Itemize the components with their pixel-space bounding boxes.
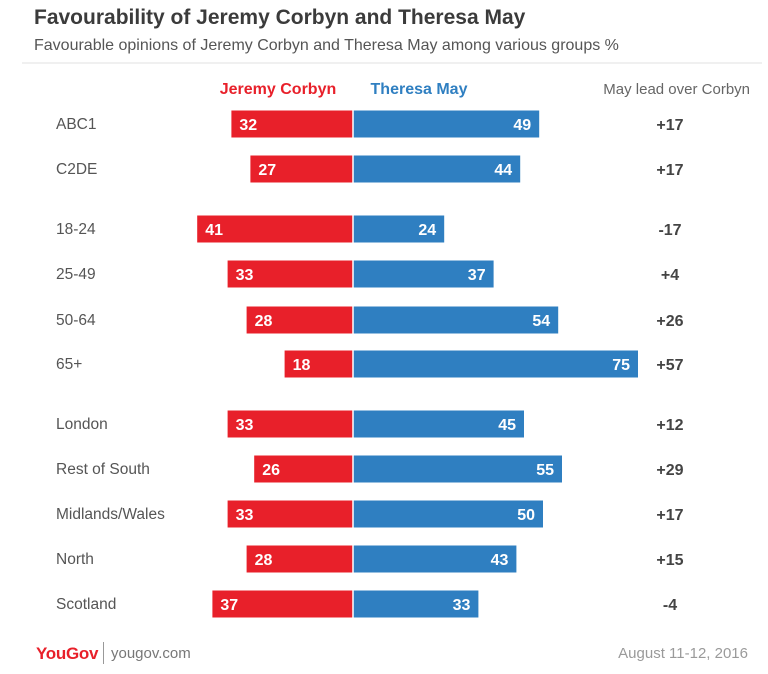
value-label-corbyn: 33 — [236, 267, 254, 284]
bar-may — [353, 306, 559, 334]
legend-may: Theresa May — [371, 81, 468, 98]
bar-may — [353, 500, 543, 528]
value-label-may: 43 — [491, 552, 509, 569]
lead-value: +17 — [656, 117, 683, 134]
value-label-may: 33 — [453, 597, 471, 614]
bar-corbyn — [284, 350, 353, 378]
value-label-may: 49 — [513, 117, 531, 134]
lead-header: May lead over Corbyn — [603, 81, 750, 98]
bar-corbyn — [254, 455, 353, 483]
value-label-corbyn: 37 — [220, 597, 238, 614]
lead-value: +4 — [661, 267, 679, 284]
bar-may — [353, 545, 517, 573]
bar-corbyn — [197, 215, 353, 243]
category-label: North — [56, 551, 94, 568]
lead-value: +17 — [656, 162, 683, 179]
bar-may — [353, 110, 540, 138]
bar-corbyn — [246, 545, 353, 573]
value-label-may: 37 — [468, 267, 486, 284]
category-label: 50-64 — [56, 312, 96, 329]
bar-corbyn — [212, 590, 353, 618]
lead-value: +17 — [656, 507, 683, 524]
bar-corbyn — [227, 500, 353, 528]
value-label-may: 45 — [498, 417, 516, 434]
bar-may — [353, 455, 562, 483]
bar-corbyn — [250, 155, 353, 183]
footer-url[interactable]: yougov.com — [111, 645, 191, 662]
value-label-corbyn: 41 — [205, 222, 223, 239]
bar-may — [353, 215, 445, 243]
bar-may — [353, 260, 494, 288]
footer-divider — [103, 642, 104, 664]
legend-corbyn: Jeremy Corbyn — [220, 81, 337, 98]
lead-value: +12 — [656, 417, 683, 434]
lead-value: -17 — [658, 222, 681, 239]
value-label-may: 55 — [536, 462, 554, 479]
category-label: Scotland — [56, 596, 116, 613]
lead-value: +26 — [656, 313, 683, 330]
value-label-corbyn: 28 — [255, 552, 273, 569]
category-label: C2DE — [56, 161, 97, 178]
value-label-may: 24 — [418, 222, 436, 239]
bar-may — [353, 350, 638, 378]
divider — [22, 62, 762, 64]
bar-may — [353, 410, 524, 438]
bar-may — [353, 590, 479, 618]
value-label-corbyn: 33 — [236, 507, 254, 524]
value-label-corbyn: 18 — [293, 357, 311, 374]
category-label: ABC1 — [56, 116, 97, 133]
value-label-may: 54 — [532, 313, 550, 330]
bar-may — [353, 155, 521, 183]
category-label: 25-49 — [56, 266, 96, 283]
value-label-may: 44 — [494, 162, 512, 179]
value-label-corbyn: 32 — [239, 117, 257, 134]
lead-value: +57 — [656, 357, 683, 374]
category-label: 65+ — [56, 356, 82, 373]
value-label-may: 50 — [517, 507, 535, 524]
chart-title: Favourability of Jeremy Corbyn and There… — [34, 6, 526, 29]
value-label-corbyn: 27 — [258, 162, 276, 179]
lead-value: -4 — [663, 597, 677, 614]
value-label-may: 75 — [612, 357, 630, 374]
bar-corbyn — [227, 410, 353, 438]
yougov-logo: YouGov — [36, 644, 99, 663]
bar-corbyn — [246, 306, 353, 334]
bar-corbyn — [231, 110, 353, 138]
chart-subtitle: Favourable opinions of Jeremy Corbyn and… — [34, 37, 619, 54]
value-label-corbyn: 28 — [255, 313, 273, 330]
footer-date: August 11-12, 2016 — [618, 645, 748, 662]
lead-value: +29 — [656, 462, 683, 479]
lead-value: +15 — [656, 552, 683, 569]
bar-corbyn — [227, 260, 353, 288]
category-label: Midlands/Wales — [56, 506, 165, 523]
category-label: London — [56, 416, 108, 433]
category-label: Rest of South — [56, 461, 150, 478]
category-label: 18-24 — [56, 221, 96, 238]
value-label-corbyn: 33 — [236, 417, 254, 434]
value-label-corbyn: 26 — [262, 462, 280, 479]
